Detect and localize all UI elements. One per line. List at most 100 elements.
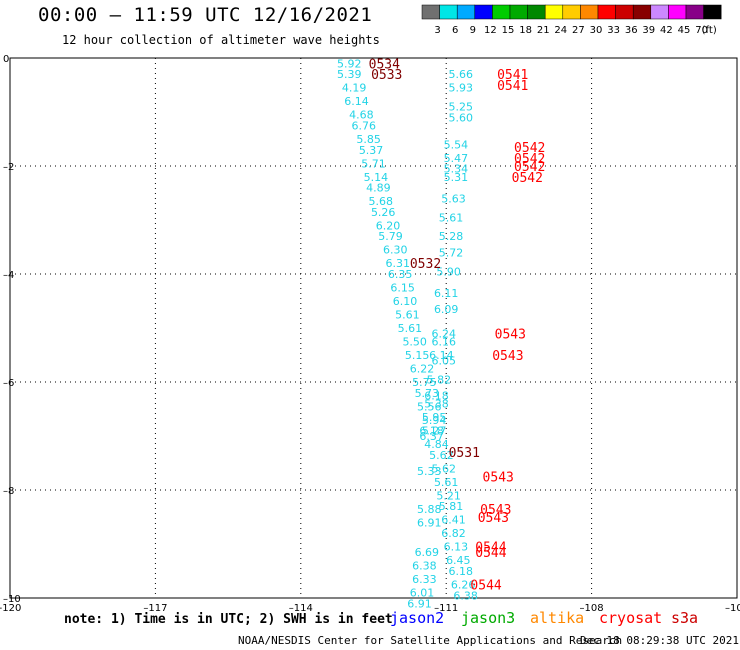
wave-height-label: 5.63 [441, 192, 466, 205]
wave-height-label: 5.81 [439, 500, 464, 513]
wave-height-label: 6.76 [352, 120, 377, 133]
wave-height-label: 5.14 [364, 171, 389, 184]
y-tick-label: 0 [3, 54, 9, 65]
y-tick-label: –2 [3, 162, 14, 173]
wave-height-label: 5.50 [402, 336, 427, 349]
wave-height-label: 5.79 [378, 230, 403, 243]
wave-height-label: 5.85 [356, 133, 381, 146]
wave-height-label: 5.54 [444, 138, 469, 151]
time-label: 0544 [470, 579, 501, 594]
colorbar-unit-label: (ft) [702, 25, 717, 36]
time-label: 0543 [492, 349, 523, 364]
wave-height-label: 5.66 [448, 68, 473, 81]
wave-height-label: 5.61 [439, 211, 464, 224]
page-title: 00:00 – 11:59 UTC 12/16/2021 [38, 4, 373, 26]
wave-height-label: 4.84 [424, 438, 449, 451]
wave-height-label: 6.33 [412, 573, 437, 586]
legend-item-jason2: jason2 [390, 609, 445, 627]
wave-height-label: 5.47 [444, 152, 469, 165]
wave-height-label: 5.37 [359, 144, 384, 157]
plot-frame [9, 57, 738, 599]
time-label: 0533 [371, 68, 402, 83]
colorbar-label: 45 [678, 25, 691, 36]
wave-height-label: 5.72 [439, 246, 464, 259]
colorbar-label: 9 [470, 25, 476, 36]
wave-height-label: 6.69 [415, 546, 440, 559]
colorbar-label: 6 [452, 25, 458, 36]
y-tick-label: –8 [3, 486, 14, 497]
colorbar: 3 6 9 12 15 18 21 24 27 30 33 36 39 42 45 70(ft) [421, 4, 722, 36]
page-subtitle: 12 hour collection of altimeter wave hei… [62, 33, 380, 47]
footer-credit: NOAA/NESDIS Center for Satellite Applica… [238, 634, 623, 647]
time-label: 0542 [514, 152, 545, 167]
time-label: 0542 [514, 141, 545, 156]
time-label: 0542 [512, 171, 543, 186]
colorbar-label: 39 [642, 25, 655, 36]
time-label: 0544 [475, 541, 506, 556]
units-note: note: 1) Time is in UTC; 2) SWH is in fe… [64, 612, 393, 627]
wave-height-label: 6.38 [412, 560, 437, 573]
wave-height-label: 6.16 [432, 336, 457, 349]
legend-item-s3a: s3a [671, 609, 699, 627]
wave-height-label: 6.37 [419, 430, 444, 443]
wave-height-label: 5.61 [398, 322, 423, 335]
time-label: 0544 [475, 546, 506, 561]
time-label: 0542 [514, 160, 545, 175]
wave-height-label: 6.91 [407, 597, 432, 610]
wave-height-label: 5.73 [415, 387, 440, 400]
wave-height-label: 5.61 [395, 309, 420, 322]
wave-height-label: 5.62 [429, 449, 454, 462]
wave-height-label: 5.34 [444, 163, 469, 176]
wave-height-label: 6.18 [448, 565, 473, 578]
wave-height-label: 6.14 [429, 349, 454, 362]
wave-height-label: 6.13 [444, 541, 469, 554]
colorbar-label: 30 [590, 25, 603, 36]
wave-height-label: 5.28 [439, 230, 464, 243]
wave-height-label: 6.30 [383, 244, 408, 257]
x-tick-label: –108 [580, 603, 604, 614]
wave-height-label: 5.88 [417, 503, 442, 516]
wave-height-label: 5.15 [405, 349, 430, 362]
y-tick-label: –6 [3, 378, 14, 389]
wave-height-label: 5.33 [417, 465, 442, 478]
wave-height-label: 6.26 [451, 579, 476, 592]
time-label: 0543 [480, 503, 511, 518]
chart-plot: -120 –117 –114 –111 –108 –105 0 –2 –4 –6 –8 –10 5.92… [0, 54, 740, 614]
wave-height-label: 5.38 [424, 398, 449, 411]
wave-height-label: 6.41 [441, 514, 466, 527]
wave-height-label: 5.27 [422, 425, 447, 438]
wave-height-label: 6.05 [432, 354, 457, 367]
wave-height-label: 6.01 [410, 587, 435, 600]
wave-height-label: 6.22 [410, 363, 435, 376]
wave-height-label: 6.20 [376, 219, 401, 232]
wave-height-label: 5.93 [448, 82, 473, 95]
wave-height-label: 6.35 [388, 268, 413, 281]
wave-height-label: 5.94 [422, 414, 447, 427]
wave-height-label: 6.38 [453, 589, 478, 602]
wave-height-label: 5.26 [371, 206, 396, 219]
wave-height-label: 5.61 [434, 476, 459, 489]
legend-item-altika: altika [530, 609, 585, 627]
wave-height-label: 5.56 [417, 400, 442, 413]
x-tick-label: –105 [725, 603, 740, 614]
wave-height-label: 5.75 [412, 376, 437, 389]
time-label: 0534 [369, 57, 400, 72]
footer-timestamp: Dec 18 08:29:38 UTC 2021 [580, 634, 739, 647]
legend-item-cryosat: cryosat [599, 609, 663, 627]
colorbar-label: 70 [695, 25, 708, 36]
wave-height-label: 5.31 [444, 171, 469, 184]
wave-height-label: 6.11 [434, 287, 459, 300]
x-tick-label: -120 [0, 603, 21, 614]
wave-height-label: 5.25 [448, 101, 473, 114]
wave-height-label: 4.68 [349, 109, 374, 122]
y-tick-label: –4 [3, 270, 14, 281]
colorbar-label: 24 [554, 25, 567, 36]
x-tick-label: –117 [143, 603, 167, 614]
y-tick-label: –10 [3, 594, 21, 605]
colorbar-label: 33 [607, 25, 620, 36]
wave-height-label: 6.24 [432, 327, 457, 340]
wave-height-label: 5.62 [432, 462, 457, 475]
wave-height-label: 5.82 [427, 373, 452, 386]
wave-height-label: 6.14 [344, 95, 369, 108]
wave-height-label: 5.39 [337, 68, 362, 81]
